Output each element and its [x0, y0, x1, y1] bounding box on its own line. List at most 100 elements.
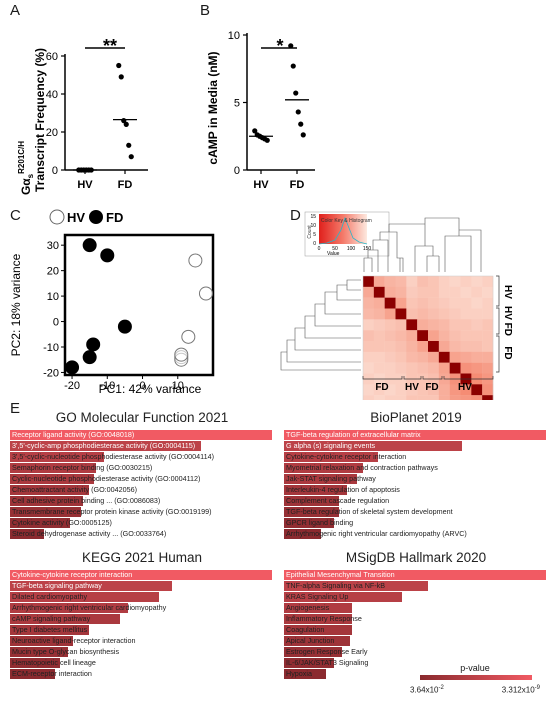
heatmap-cell: [384, 330, 396, 342]
enrichment-term-label: Receptor ligand activity (GO:0048018): [12, 430, 135, 439]
enrichment-bar: [284, 463, 363, 473]
enrichment-bar-row: IL-6/JAK/STAT3 Signaling: [284, 658, 546, 668]
enrichment-term-label: Mucin type O-glycan biosynthesis: [12, 647, 120, 656]
heatmap-cell: [438, 384, 450, 396]
heatmap-cell: [482, 330, 494, 342]
enrichment-bar-row: Transmembrane receptor protein kinase ac…: [10, 507, 272, 517]
heatmap-cell: [428, 341, 440, 353]
enrichment-bar-row: Cell adhesive protein binding ... (GO:00…: [10, 496, 272, 506]
heatmap-cell: [438, 395, 450, 400]
enrichment-title: BioPlanet 2019: [370, 410, 462, 425]
heatmap-cell: [363, 286, 375, 298]
heatmap-cell: [373, 286, 385, 298]
heatmap-cell: [460, 319, 472, 331]
enrichment-term-label: Transmembrane receptor protein kinase ac…: [12, 507, 212, 516]
heatmap-cell: [428, 297, 440, 309]
data-point-fd: [116, 62, 122, 69]
y-tick-label: 30: [47, 240, 59, 252]
heatmap-cell: [384, 276, 396, 288]
x-tick-label: HV: [77, 179, 93, 191]
panel-a-ylabel-gene-sub: s: [26, 173, 35, 178]
enrichment-bar-row: Mucin type O-glycan biosynthesis: [10, 647, 272, 657]
heatmap-cell: [449, 276, 461, 288]
enrichment-term-label: Chemoattractant activity (GO:0042056): [12, 485, 138, 494]
heatmap-cell: [449, 341, 461, 353]
heatmap-cell: [406, 319, 418, 331]
panel-c-xlabel: PC1: 42% variance: [99, 382, 202, 395]
heatmap-cell: [460, 384, 472, 396]
enrichment-bar: [10, 529, 45, 539]
panel-a-ylabel-sup: R201C/H: [17, 141, 26, 174]
heatmap-cell: [460, 351, 472, 363]
svg-text:GαsR201C/H: GαsR201C/H: [17, 141, 35, 195]
enrichment-bar-row: Complement cascade regulation: [284, 496, 546, 506]
heatmap-cell: [417, 308, 429, 320]
enrichment-term-label: KRAS Signaling Up: [286, 592, 349, 601]
enrichment-bar: [10, 463, 97, 473]
enrichment-bar-row: Epithelial Mesenchymal Transition: [284, 570, 546, 580]
heatmap-cell: [460, 341, 472, 353]
enrichment-bar-row: G alpha (s) signaling events: [284, 441, 546, 451]
heatmap-cell: [363, 384, 375, 396]
enrichment-bar: [284, 581, 429, 591]
enrichment-bar: [10, 592, 160, 602]
heatmap-cell: [428, 276, 440, 288]
heatmap-cell: [373, 362, 385, 374]
data-point-hv: [264, 137, 270, 143]
heatmap-cell: [438, 276, 450, 288]
enrichment-bar-row: Angiogenesis: [284, 603, 546, 613]
enrichment-term-label: Cytokine activity (GO:0005125): [12, 518, 112, 527]
color-key-ytick: 10: [310, 223, 316, 229]
heatmap-cell: [373, 308, 385, 320]
pca-point-hv: [174, 347, 189, 362]
heatmap-cell: [460, 286, 472, 298]
heatmap-cell: [395, 319, 407, 331]
heatmap-cell: [406, 351, 418, 363]
heatmap-cell: [417, 319, 429, 331]
data-point-fd: [288, 43, 294, 49]
heatmap-cell: [363, 330, 375, 342]
pca-point-fd: [82, 350, 97, 365]
enrichment-bar: [284, 496, 340, 506]
enrichment-term-label: Coagulation: [286, 625, 325, 634]
data-point-fd: [298, 121, 304, 127]
y-tick-label: 40: [46, 89, 58, 101]
enrichment-bar-row: Semaphorin receptor binding (GO:0030215): [10, 463, 272, 473]
panel-c-chart: HV FD -20 -10 0 10 -20 -10 0 10 20 30 PC1: 42% va…: [9, 209, 215, 395]
enrichment-term-label: Apical Junction: [286, 636, 335, 645]
heatmap-cell: [482, 384, 494, 396]
enrichment-bar: [10, 647, 68, 657]
enrichment-term-label: GPCR ligand binding: [286, 518, 354, 527]
enrichment-bar: [284, 636, 350, 646]
enrichment-bar-row: Estrogen Response Early: [284, 647, 546, 657]
heatmap-cell: [482, 297, 494, 309]
enrichment-bar-row: Receptor ligand activity (GO:0048018): [10, 430, 272, 440]
enrichment-bar-row: Hypoxia: [284, 669, 546, 679]
enrichment-term-label: TNF-alpha Signaling via NF-kB: [286, 581, 386, 590]
enrichment-bar: [284, 507, 340, 517]
data-point-fd: [290, 63, 296, 69]
enrichment-bar: [284, 452, 379, 462]
color-key-title: Color Key & Histogram: [321, 218, 372, 224]
color-key: Color Key & Histogram Count 0 5 10 15 0 …: [304, 211, 390, 257]
enrichment-term-label: Arrhythmogenic right ventricular cardiom…: [12, 603, 167, 612]
heatmap-cell: [471, 276, 483, 288]
enrichment-term-label: TGF-beta regulation of extracellular mat…: [286, 430, 421, 439]
x-tick-label: 10: [172, 380, 184, 392]
panel-b-significance: *: [276, 36, 283, 56]
y-tick-label: 0: [52, 165, 58, 177]
heatmap-cell: [406, 286, 418, 298]
x-tick-label: -10: [99, 380, 115, 392]
enrichment-bar: [284, 592, 402, 602]
color-key-xtick: 150: [363, 246, 372, 252]
heatmap-cell: [373, 276, 385, 288]
heatmap-cell: [406, 330, 418, 342]
y-tick-label: -20: [43, 367, 59, 379]
heatmap-cell: [482, 351, 494, 363]
panel-letter-a: A: [10, 2, 21, 19]
enrichment-bar: [10, 636, 73, 646]
heatmap-cell: [471, 395, 483, 400]
enrichment-bioplanet: BioPlanet 2019 TGF-beta regulation of ex…: [282, 410, 550, 542]
heatmap-cell: [395, 341, 407, 353]
heatmap-col-label: HV: [458, 382, 472, 393]
